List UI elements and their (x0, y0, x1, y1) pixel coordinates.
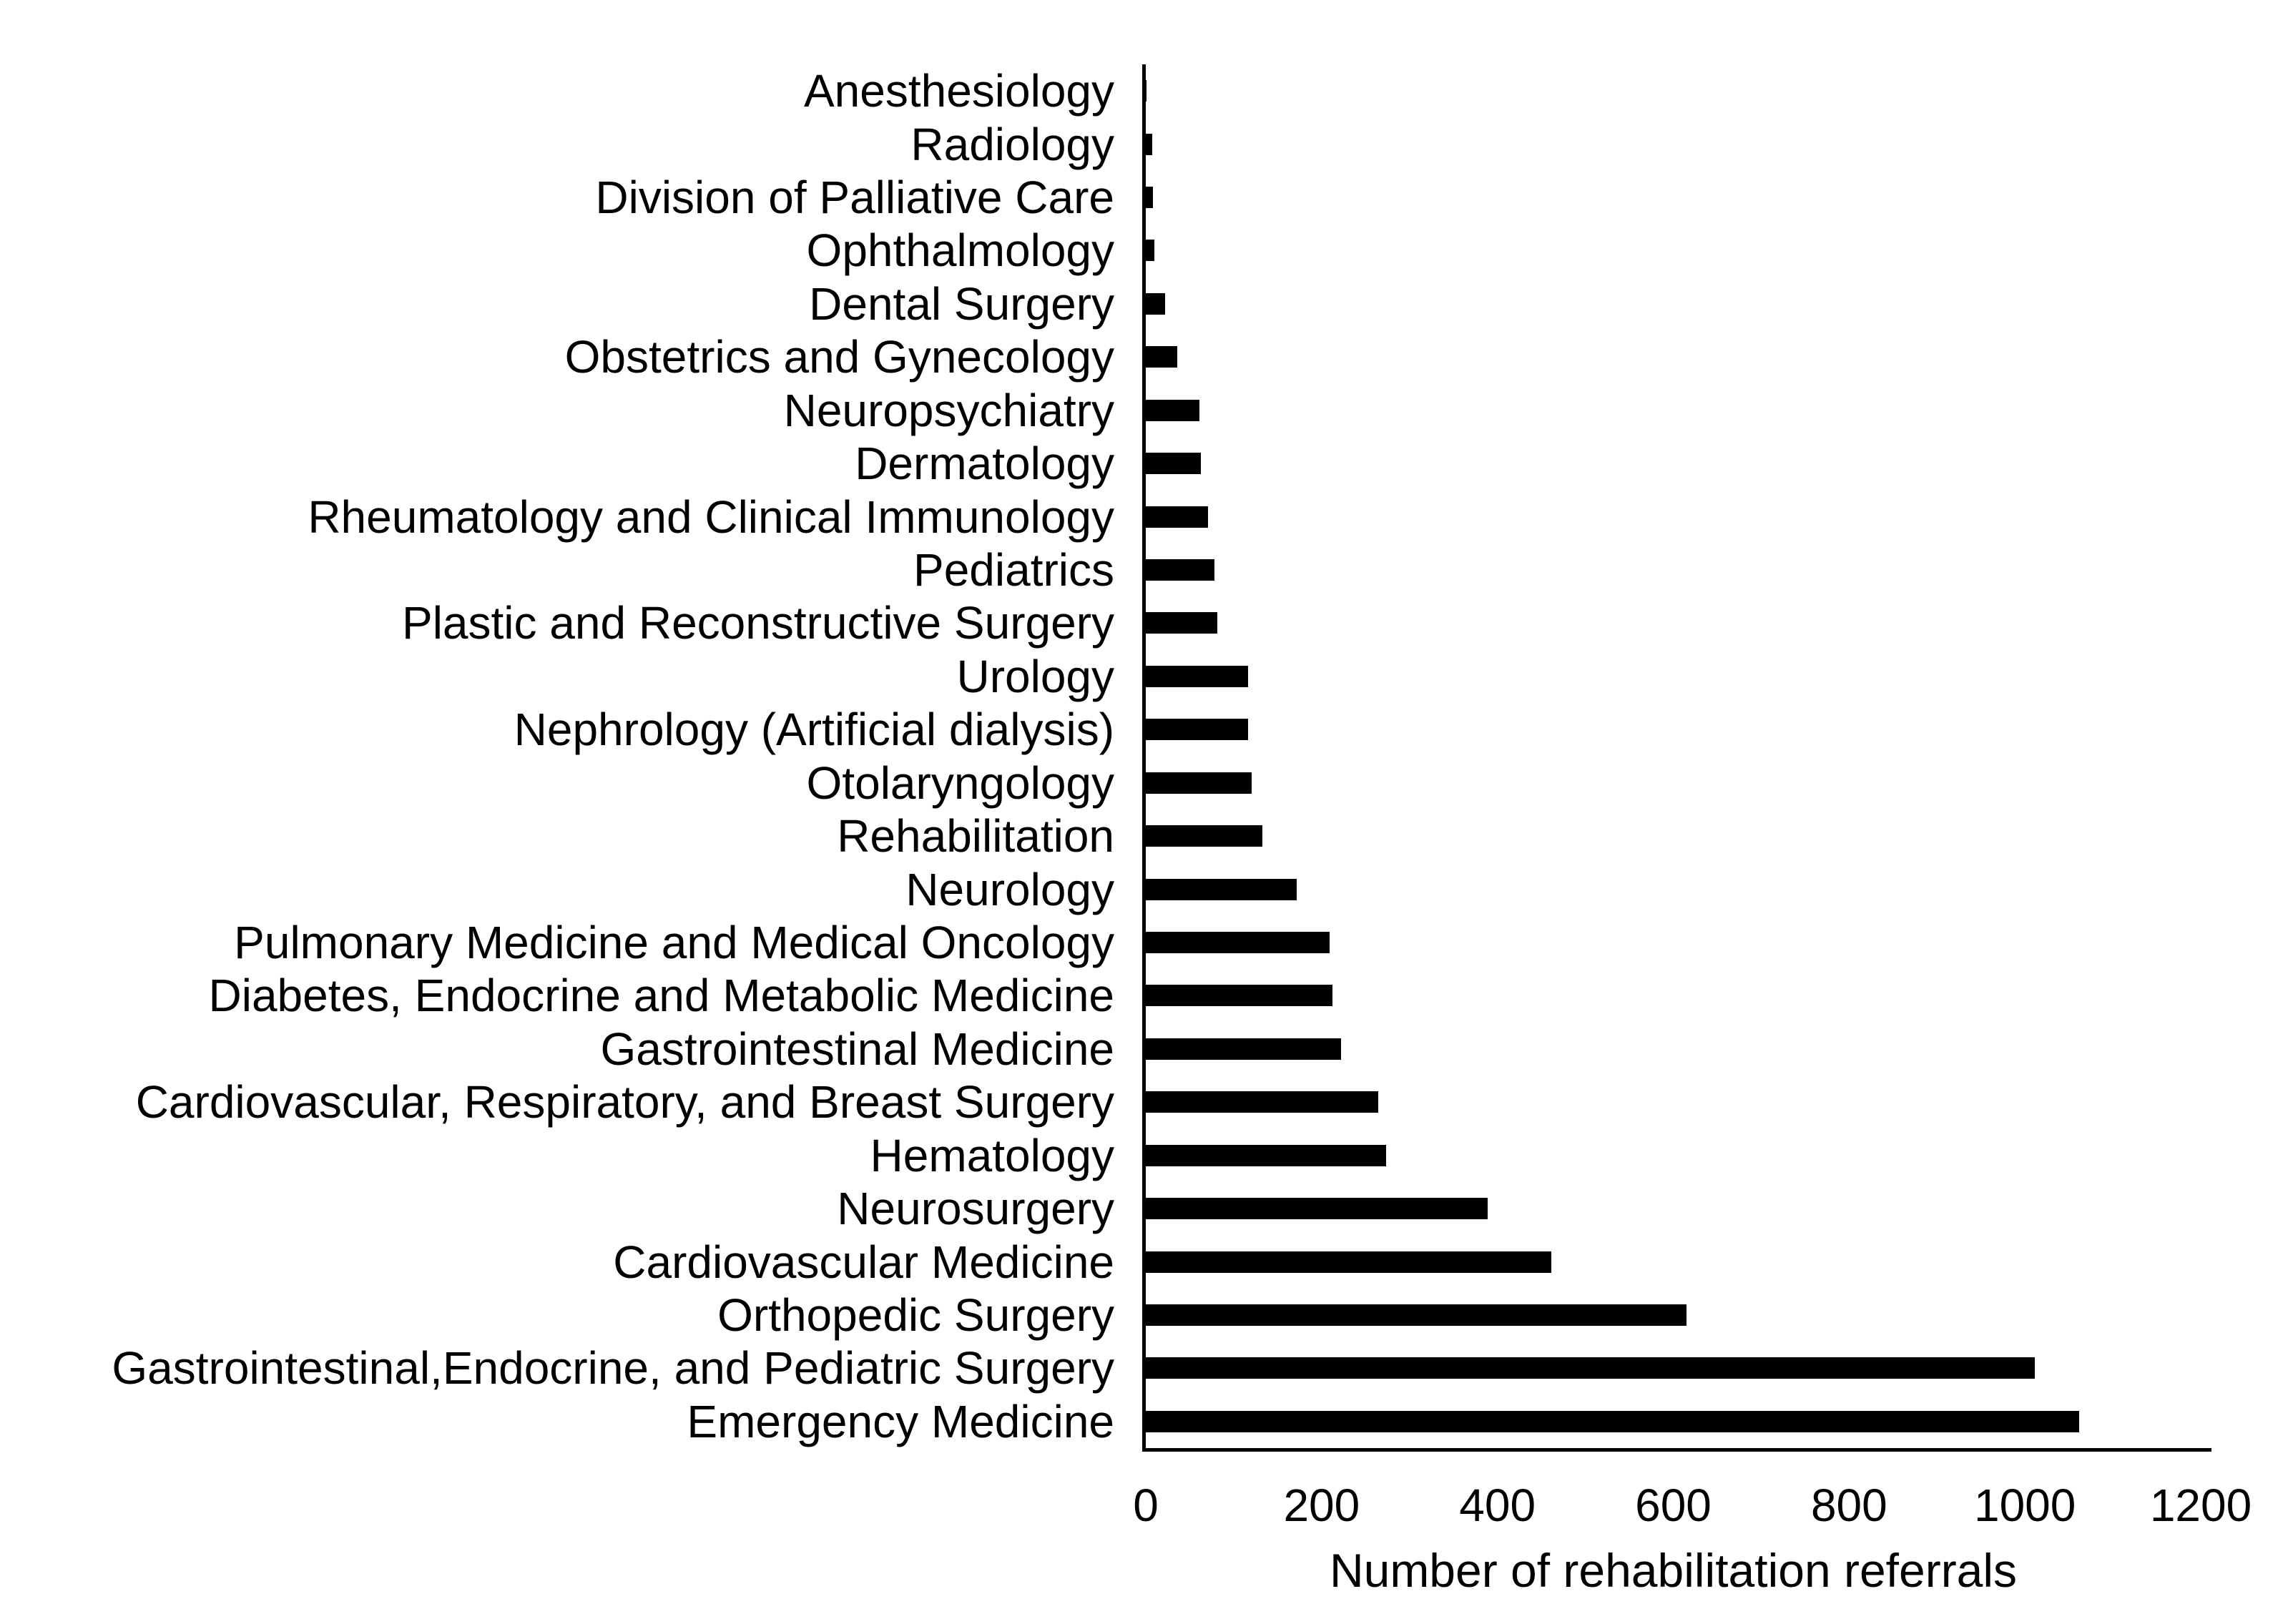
bar (1146, 931, 1330, 953)
bar (1146, 1410, 2080, 1432)
category-label: Obstetrics and Gynecology (564, 331, 1114, 383)
category-row: Rehabilitation (0, 809, 1114, 862)
category-row: Rheumatology and Clinical Immunology (0, 490, 1114, 543)
x-axis-tick-label: 1200 (2149, 1480, 2252, 1531)
bar (1146, 346, 1178, 368)
bar (1146, 559, 1214, 581)
bar (1146, 985, 1332, 1007)
bar (1146, 1251, 1551, 1273)
bar (1146, 133, 1152, 155)
category-label: Pulmonary Medicine and Medical Oncology (234, 916, 1114, 968)
category-row: Hematology (0, 1128, 1115, 1181)
category-axis-labels: Anesthesiology Radiology Division of Palli… (0, 64, 1114, 1448)
category-row: Pulmonary Medicine and Medical Oncology (0, 916, 1114, 969)
bar (1146, 1198, 1488, 1220)
category-label: Otolaryngology (806, 757, 1114, 809)
bar (1146, 506, 1209, 528)
category-row: Nephrology (Artificial dialysis) (0, 703, 1114, 756)
bar (1146, 1038, 1341, 1060)
x-axis-tick-label: 0 (1133, 1480, 1159, 1531)
category-label: Hematology (870, 1129, 1115, 1181)
bar (1146, 878, 1297, 900)
plot-area (1142, 64, 2211, 1452)
category-row: Gastrointestinal Medicine (0, 1023, 1114, 1076)
category-label: Neurology (905, 863, 1114, 915)
bar (1146, 1304, 1686, 1326)
bar (1146, 453, 1202, 475)
category-row: Neurology (0, 862, 1114, 915)
category-label: Gastrointestinal Medicine (600, 1023, 1114, 1075)
category-label: Radiology (910, 118, 1114, 170)
category-label: Emergency Medicine (687, 1395, 1114, 1447)
category-row: Diabetes, Endocrine and Metabolic Medici… (0, 969, 1115, 1022)
category-row: Neuropsychiatry (0, 384, 1114, 437)
bar (1146, 772, 1252, 794)
category-label: Pediatrics (913, 544, 1114, 596)
category-row: Emergency Medicine (0, 1395, 1114, 1448)
category-label: Neuropsychiatry (783, 384, 1114, 436)
category-row: Otolaryngology (0, 757, 1114, 809)
bar (1146, 187, 1153, 209)
bar (1146, 825, 1263, 847)
bar (1146, 399, 1199, 421)
bar (1146, 1091, 1378, 1113)
category-row: Orthopedic Surgery (0, 1289, 1114, 1342)
category-label: Diabetes, Endocrine and Metabolic Medici… (208, 970, 1115, 1022)
category-row: Obstetrics and Gynecology (0, 330, 1114, 383)
category-row: Dermatology (0, 437, 1114, 490)
category-label: Anesthesiology (803, 65, 1114, 117)
category-label: Nephrology (Artificial dialysis) (514, 704, 1114, 756)
category-row: Anesthesiology (0, 64, 1114, 117)
category-row: Plastic and Reconstructive Surgery (0, 596, 1114, 649)
category-label: Cardiovascular Medicine (613, 1236, 1114, 1288)
category-row: Urology (0, 650, 1114, 703)
category-label: Gastrointestinal,Endocrine, and Pediatri… (112, 1342, 1114, 1394)
bar (1146, 719, 1248, 741)
category-label: Ophthalmology (806, 225, 1114, 277)
category-label: Neurosurgery (837, 1183, 1114, 1235)
x-axis-tick-label: 400 (1459, 1480, 1536, 1531)
category-row: Ophthalmology (0, 224, 1114, 277)
x-axis-title: Number of rehabilitation referrals (1329, 1544, 2018, 1597)
category-row: Pediatrics (0, 543, 1114, 596)
category-label: Dermatology (855, 438, 1114, 490)
category-label: Division of Palliative Care (595, 172, 1114, 224)
category-label: Orthopedic Surgery (717, 1289, 1114, 1341)
category-row: Cardiovascular, Respiratory, and Breast … (0, 1076, 1114, 1128)
category-label: Cardiovascular, Respiratory, and Breast … (135, 1076, 1114, 1128)
category-row: Neurosurgery (0, 1182, 1114, 1235)
category-row: Dental Surgery (0, 277, 1114, 330)
category-label: Rehabilitation (837, 810, 1114, 862)
category-row: Division of Palliative Care (0, 171, 1114, 224)
x-axis-tick-label: 600 (1635, 1480, 1712, 1531)
category-row: Radiology (0, 117, 1114, 170)
bar (1146, 665, 1248, 687)
category-label: Plastic and Reconstructive Surgery (402, 597, 1114, 649)
bar (1146, 240, 1155, 262)
category-row: Gastrointestinal,Endocrine, and Pediatri… (0, 1342, 1114, 1394)
category-row: Cardiovascular Medicine (0, 1235, 1114, 1288)
bar (1146, 1357, 2035, 1379)
x-axis-tick-label: 800 (1810, 1480, 1887, 1531)
category-label: Rheumatology and Clinical Immunology (308, 491, 1114, 543)
x-axis-tick-label: 200 (1283, 1480, 1360, 1531)
bar (1146, 1144, 1386, 1166)
category-label: Dental Surgery (809, 277, 1114, 330)
bar (1146, 292, 1166, 315)
x-axis-tick-labels: 0 200 400 600 800 1000 1200 (1133, 1479, 2252, 1536)
category-label: Urology (956, 650, 1114, 702)
x-axis-tick-label: 1000 (1973, 1480, 2076, 1531)
bar (1146, 612, 1217, 634)
